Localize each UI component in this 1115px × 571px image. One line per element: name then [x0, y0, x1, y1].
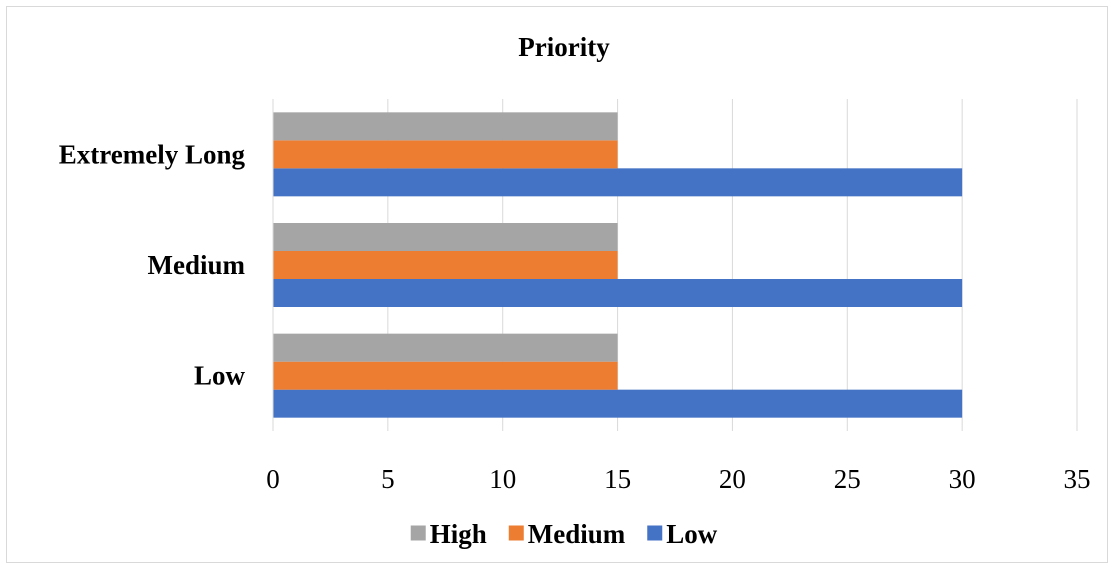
axes: 0 5 10 15 20 25 30 35 Low Medium Extremely Long [59, 99, 1091, 494]
legend: High Medium Low [410, 519, 718, 549]
x-tick-label-30: 30 [949, 464, 976, 494]
legend-label-high: High [430, 519, 487, 549]
y-category-label-low: Low [194, 361, 246, 391]
bar-extremely-long-medium [273, 140, 618, 169]
x-tick-label-25: 25 [834, 464, 861, 494]
bar-medium-medium [273, 251, 618, 279]
legend-swatch-high [410, 525, 426, 541]
x-tick-label-35: 35 [1064, 464, 1091, 494]
bar-low-low [273, 389, 963, 418]
chart-title: Priority [518, 32, 610, 62]
bar-extremely-long-low [273, 168, 963, 197]
x-tick-label-0: 0 [266, 464, 280, 494]
legend-label-low: Low [666, 519, 718, 549]
x-tick-label-10: 10 [489, 464, 516, 494]
y-category-label-medium: Medium [148, 250, 246, 280]
y-category-label-extremely-long: Extremely Long [59, 139, 246, 169]
legend-swatch-medium [508, 525, 524, 541]
legend-swatch-low [647, 525, 663, 541]
bars [273, 112, 963, 418]
bar-low-high [273, 333, 618, 362]
x-tick-label-15: 15 [604, 464, 631, 494]
legend-label-medium: Medium [528, 519, 626, 549]
x-tick-label-5: 5 [381, 464, 395, 494]
bar-medium-low [273, 279, 963, 307]
x-tick-label-20: 20 [719, 464, 746, 494]
bar-low-medium [273, 361, 618, 390]
bar-medium-high [273, 223, 618, 251]
bar-extremely-long-high [273, 112, 618, 141]
